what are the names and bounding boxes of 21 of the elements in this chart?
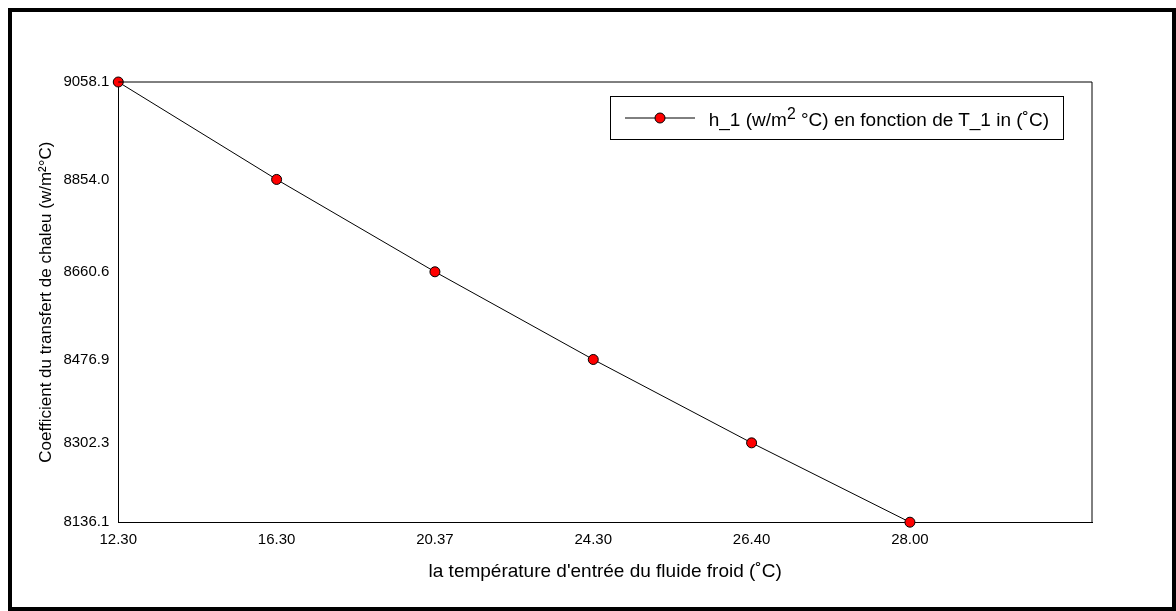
x-tick-label: 20.37 <box>416 530 454 548</box>
point <box>904 516 916 528</box>
y-axis-title: Coefficient du transfert de chaleu (w/m²°C) <box>35 141 55 463</box>
point <box>587 353 599 365</box>
y-tick-label: 8660.6 <box>63 261 110 279</box>
x-tick-label: 16.30 <box>257 530 296 548</box>
y-tick-label: 8136.1 <box>63 512 110 530</box>
x-tick-label: 26.40 <box>732 530 771 548</box>
point <box>746 437 758 449</box>
y-tick-label: 8854.0 <box>63 169 110 187</box>
x-axis-title: la température d'entrée du fluide froid (˚C) <box>428 559 782 581</box>
y-tick-label: 8302.3 <box>63 432 110 450</box>
legend-label: h_1 (w/m$^{2}$ °C) en fonction de T_1 in (˚C) <box>708 105 1049 132</box>
x-tick-label: 12.30 <box>99 530 138 548</box>
y-tick-label: 8476.9 <box>63 349 110 367</box>
x-tick-label: 24.30 <box>574 530 613 548</box>
point <box>271 173 283 185</box>
y-tick-label: 9058.1 <box>63 72 110 90</box>
x-tick-label: 28.00 <box>891 530 929 548</box>
point <box>112 76 124 88</box>
point <box>429 266 441 278</box>
